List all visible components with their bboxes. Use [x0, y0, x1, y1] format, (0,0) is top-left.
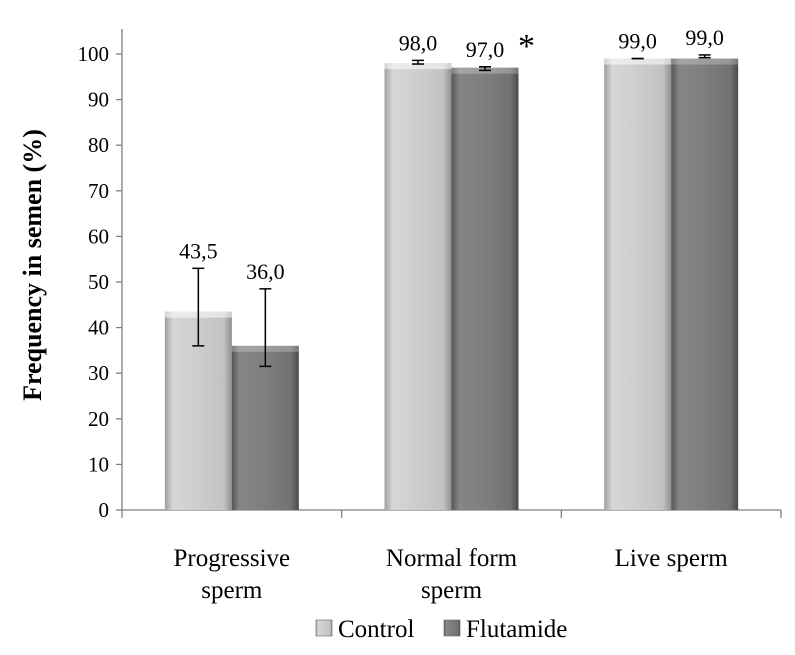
y-tick-label: 100 — [78, 42, 110, 66]
error-bar — [479, 66, 491, 72]
data-label: 36,0 — [246, 259, 285, 284]
bar-flutamide — [451, 67, 519, 511]
data-label: 98,0 — [399, 30, 438, 55]
legend: Control Flutamide — [315, 616, 567, 643]
legend-label: Flutamide — [466, 616, 567, 643]
y-tick-label: 60 — [88, 224, 109, 248]
legend-label: Control — [338, 616, 414, 643]
bar-flutamide — [231, 345, 299, 510]
y-tick-label: 0 — [99, 498, 110, 522]
y-tick-label: 10 — [88, 452, 109, 476]
data-label: 43,5 — [179, 238, 218, 263]
x-tick-label: Live sperm — [615, 545, 729, 572]
y-tick-label: 80 — [88, 133, 109, 157]
bars — [164, 58, 739, 511]
data-label: 97,0 — [466, 37, 505, 62]
y-tick-label: 20 — [88, 407, 109, 431]
bar-flutamide — [671, 58, 739, 511]
error-bar — [259, 288, 272, 368]
y-tick-label: 30 — [88, 361, 109, 385]
data-label: 99,0 — [618, 29, 657, 54]
error-bar — [412, 59, 424, 65]
x-tick-label: Progressive sperm — [174, 545, 291, 604]
error-bar — [192, 267, 205, 347]
legend-swatch — [443, 619, 461, 637]
significance-annotation: * — [518, 28, 535, 65]
legend-item-flutamide: Flutamide — [443, 616, 567, 643]
error-bars — [192, 54, 711, 368]
data-label: 99,0 — [685, 25, 724, 50]
bar-control — [604, 58, 672, 511]
x-tick-label: Normal form sperm — [386, 545, 518, 604]
y-tick-label: 70 — [88, 179, 109, 203]
legend-item-control: Control — [315, 616, 414, 643]
legend-swatch — [315, 619, 333, 637]
y-tick-label: 90 — [88, 88, 109, 112]
y-tick-label: 40 — [88, 316, 109, 340]
y-tick-label: 50 — [88, 270, 109, 294]
y-axis-label: Frequency in semen (%) — [18, 129, 47, 401]
bar-control — [384, 63, 452, 511]
data-labels: 43,5 98,0 99,0 36,0 97,0 99,0 * — [179, 25, 724, 284]
error-bar — [698, 54, 711, 59]
